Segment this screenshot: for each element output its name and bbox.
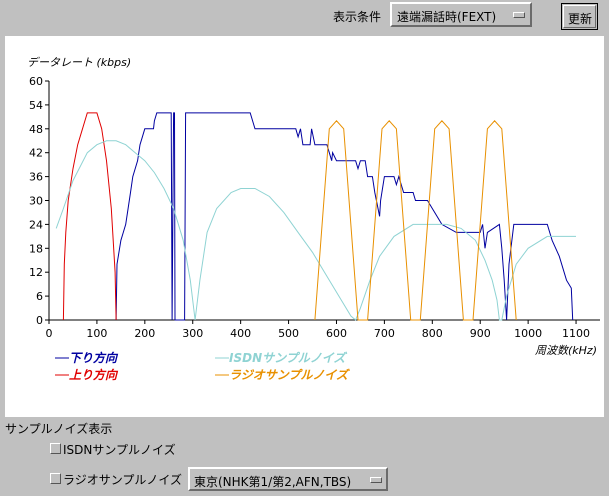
condition-label: 表示条件 — [333, 10, 382, 24]
series-line-radio — [314, 120, 517, 321]
noise-section-title: サンプルノイズ表示 — [5, 422, 113, 436]
y-tick-label: 6 — [36, 290, 43, 303]
radio-checkbox-label: ラジオサンプルノイズ — [63, 473, 183, 487]
y-tick-label: 42 — [29, 147, 43, 160]
chart-panel: 0 6 12 18 24 30 36 42 48 54 60 0 100 200 300 400 500 600 7… — [5, 36, 604, 417]
x-tick-label: 300 — [182, 327, 203, 340]
refresh-label: 更新 — [568, 12, 593, 26]
x-tick-label: 500 — [278, 327, 299, 340]
y-tick-label: 18 — [29, 242, 43, 255]
x-tick-label: 200 — [134, 327, 155, 340]
x-tick-label: 900 — [470, 327, 491, 340]
radio-checkbox[interactable] — [50, 473, 61, 484]
condition-value: 遠端漏話時(FEXT) — [397, 10, 497, 24]
series-line-up — [62, 112, 117, 321]
isdn-checkbox[interactable] — [50, 443, 61, 454]
legend-label-isdn: ISDNサンプルノイズ — [229, 351, 347, 365]
y-tick-label: 36 — [29, 171, 43, 184]
y-tick-label: 48 — [29, 123, 43, 136]
x-tick-label: 700 — [374, 327, 395, 340]
x-tick-label: 1100 — [562, 327, 590, 340]
x-tick-label: 800 — [422, 327, 443, 340]
legend-label-down: 下り方向 — [69, 351, 119, 365]
x-tick-label: 400 — [230, 327, 251, 340]
y-tick-label: 24 — [29, 218, 43, 231]
y-tick-label: 54 — [29, 99, 43, 112]
legend-label-radio: ラジオサンプルノイズ — [229, 368, 350, 382]
series-line-isdn — [55, 140, 576, 321]
y-tick-label: 60 — [29, 75, 43, 88]
y-axis-label: データレート (kbps) — [27, 56, 131, 69]
y-tick-label: 0 — [36, 314, 43, 327]
y-tick-label: 30 — [29, 195, 43, 208]
condition-dropdown[interactable]: 遠端漏話時(FEXT) — [390, 2, 532, 27]
refresh-button[interactable]: 更新 — [561, 3, 598, 30]
legend-label-up: 上り方向 — [69, 368, 119, 382]
radio-station-value: 東京(NHK第1/第2,AFN,TBS) — [194, 475, 352, 489]
isdn-checkbox-label: ISDNサンプルノイズ — [63, 443, 176, 457]
radio-station-dropdown[interactable]: 東京(NHK第1/第2,AFN,TBS) — [188, 467, 388, 491]
x-axis-label: 周波数(kHz) — [535, 344, 597, 357]
x-tick-label: 600 — [326, 327, 347, 340]
chevron-down-icon — [513, 12, 525, 18]
x-tick-label: 0 — [46, 327, 53, 340]
x-tick-label: 1000 — [514, 327, 542, 340]
y-tick-label: 12 — [29, 266, 43, 279]
chevron-down-icon — [370, 477, 382, 483]
x-tick-label: 100 — [86, 327, 107, 340]
